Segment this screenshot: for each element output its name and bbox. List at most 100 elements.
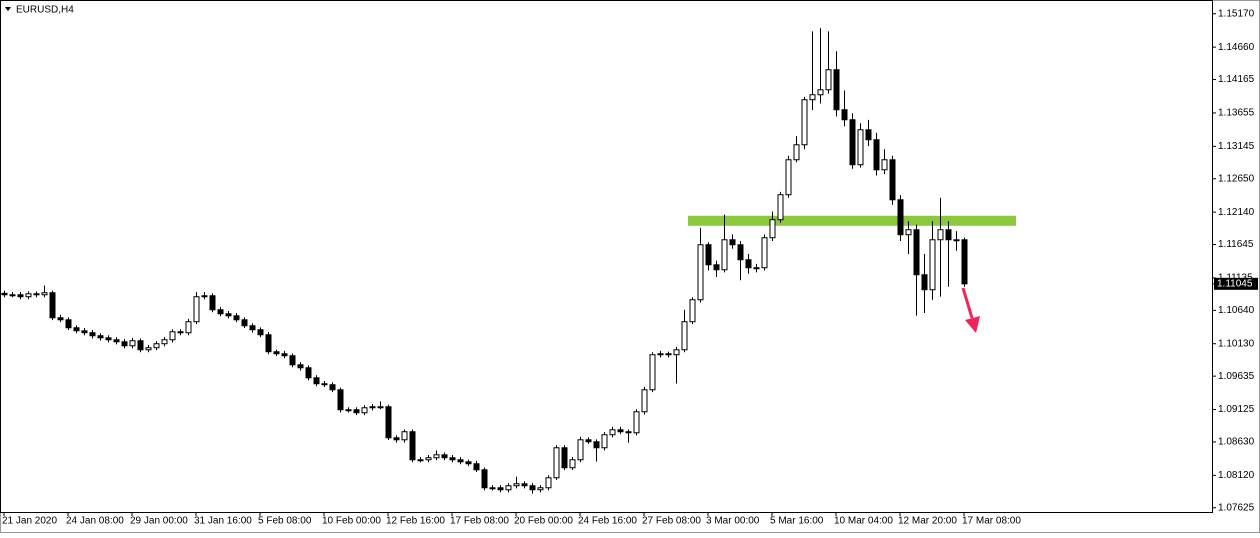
candle-body [945, 229, 952, 241]
candle-body [609, 429, 616, 436]
candle-body [337, 389, 344, 411]
candle-body [713, 264, 720, 271]
candle-body [113, 339, 120, 343]
candle-body [81, 330, 88, 334]
candle-body [401, 431, 408, 441]
candle-body [249, 325, 256, 331]
candle-body [97, 335, 104, 339]
candle-body [241, 319, 248, 327]
y-tick-label: 1.09125 [1218, 404, 1255, 415]
candle-body [849, 119, 856, 166]
candle-body [553, 447, 560, 479]
candle-body [441, 454, 448, 459]
x-tick-label: 27 Feb 08:00 [642, 516, 701, 527]
candle-body [281, 353, 288, 357]
candle-body [105, 337, 112, 341]
candle-body [345, 409, 352, 412]
candle-body [49, 292, 56, 319]
candle-body [313, 377, 320, 385]
candle-body [329, 384, 336, 391]
candle-body [569, 459, 576, 469]
candle-body [881, 159, 888, 171]
arrow-shaft [961, 287, 974, 319]
candle-body [169, 331, 176, 341]
candle-body [361, 407, 368, 414]
candle-body [889, 159, 896, 201]
level-line [688, 215, 1016, 226]
candle-body [57, 317, 64, 321]
y-tick-label: 1.08630 [1218, 437, 1255, 448]
x-tick-label: 24 Jan 08:00 [66, 516, 124, 527]
candle-body [937, 229, 944, 241]
candle-body [745, 259, 752, 269]
arrow [961, 287, 980, 333]
candle-body [369, 406, 376, 409]
chart-title: EURUSD,H4 [16, 5, 74, 16]
candle-body [489, 487, 496, 490]
y-tick-label: 1.15170 [1218, 8, 1255, 19]
candle-body [17, 294, 24, 298]
candle-body [89, 332, 96, 337]
candle-body [1, 292, 8, 296]
x-tick-label: 12 Feb 16:00 [386, 516, 445, 527]
candle-body [257, 329, 264, 336]
x-tick-label: 12 Mar 20:00 [898, 516, 957, 527]
candle-body [633, 411, 640, 434]
x-tick-label: 20 Feb 00:00 [514, 516, 573, 527]
candle-body [537, 487, 544, 491]
arrow-head [965, 316, 980, 333]
candle-body [825, 69, 832, 91]
candle-body [961, 239, 968, 285]
candle-body [305, 367, 312, 379]
candle-body [385, 406, 392, 439]
candle-body [729, 239, 736, 246]
candle-body [681, 321, 688, 351]
candle-body [761, 237, 768, 269]
candle-body [377, 406, 384, 409]
candle-body [561, 447, 568, 469]
candle-body [913, 229, 920, 276]
candle-body [777, 194, 784, 221]
x-tick-label: 17 Mar 08:00 [962, 516, 1021, 527]
candle-body [585, 439, 592, 443]
x-tick-label: 21 Jan 2020 [2, 516, 57, 527]
candle-body [449, 457, 456, 461]
candle-body [9, 294, 16, 297]
x-tick-label: 5 Feb 08:00 [258, 516, 312, 527]
x-tick-label: 29 Jan 00:00 [130, 516, 188, 527]
candle-body [145, 347, 152, 351]
y-tick-label: 1.14660 [1218, 42, 1255, 53]
candle-body [265, 334, 272, 353]
y-tick-label: 1.12140 [1218, 207, 1255, 218]
candle-body [321, 383, 328, 386]
candle-body [721, 239, 728, 271]
candle-body [665, 353, 672, 356]
candle-body [577, 439, 584, 461]
y-tick-label: 1.14165 [1218, 74, 1255, 85]
candle-body [457, 459, 464, 463]
candle-body [769, 219, 776, 239]
candle-body [353, 409, 360, 414]
candle-body [737, 244, 744, 261]
candle-body [177, 331, 184, 334]
x-tick-label: 17 Feb 08:00 [450, 516, 509, 527]
y-tick-label: 1.11645 [1218, 239, 1254, 250]
candle-body [41, 292, 48, 296]
candle-body [505, 485, 512, 491]
candle-body [193, 296, 200, 323]
candle-body [641, 389, 648, 413]
menu-triangle[interactable] [5, 7, 11, 11]
y-tick-label: 1.12650 [1218, 173, 1255, 184]
candle-body [617, 429, 624, 433]
candle-body [873, 139, 880, 171]
candle-body [593, 441, 600, 449]
candle-body [209, 295, 216, 311]
candle-body [273, 351, 280, 355]
y-tick-label: 1.07625 [1218, 502, 1255, 513]
candle-body [185, 321, 192, 334]
x-tick-label: 31 Jan 16:00 [194, 516, 252, 527]
y-tick-label: 1.09635 [1218, 371, 1255, 382]
candle-body [793, 144, 800, 161]
candle-body [289, 355, 296, 366]
